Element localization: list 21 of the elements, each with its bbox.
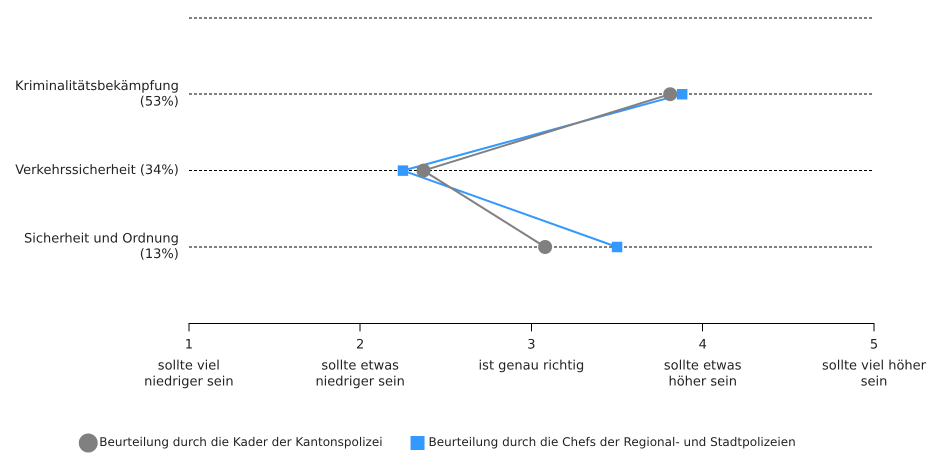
x-tick-label: 1 (184, 338, 193, 353)
y-tick-label: Verkehrssicherheit (34%) (15, 162, 179, 178)
annotation: sollte viel höher sein (822, 358, 927, 390)
point (416, 164, 431, 178)
y-tick-label: Kriminalitätsbekämpfung (53%) (15, 78, 179, 110)
x-tick-label: 5 (870, 338, 878, 353)
point (538, 240, 552, 254)
y-tick-label: Sicherheit und Ordnung (13%) (24, 232, 179, 262)
legend-label: Beurteilung durch die Kader der Kantonspolizei (99, 435, 383, 450)
point (663, 87, 678, 102)
annotation: sollte etwas niedriger sein (315, 358, 405, 390)
legend-label: Beurteilung durch die Chefs der Regional- und Stadtpolizeien (428, 435, 796, 450)
point (398, 165, 408, 176)
x-tick-label: 2 (356, 338, 364, 353)
annotation: sollte viel niedriger sein (144, 358, 234, 390)
point (612, 242, 622, 252)
point (676, 88, 688, 100)
annotation: sollte etwas höher sein (664, 358, 742, 390)
annotation: ist genau richtig (478, 358, 584, 374)
x-tick-label: 3 (527, 338, 536, 353)
x-tick-label: 4 (698, 338, 707, 353)
